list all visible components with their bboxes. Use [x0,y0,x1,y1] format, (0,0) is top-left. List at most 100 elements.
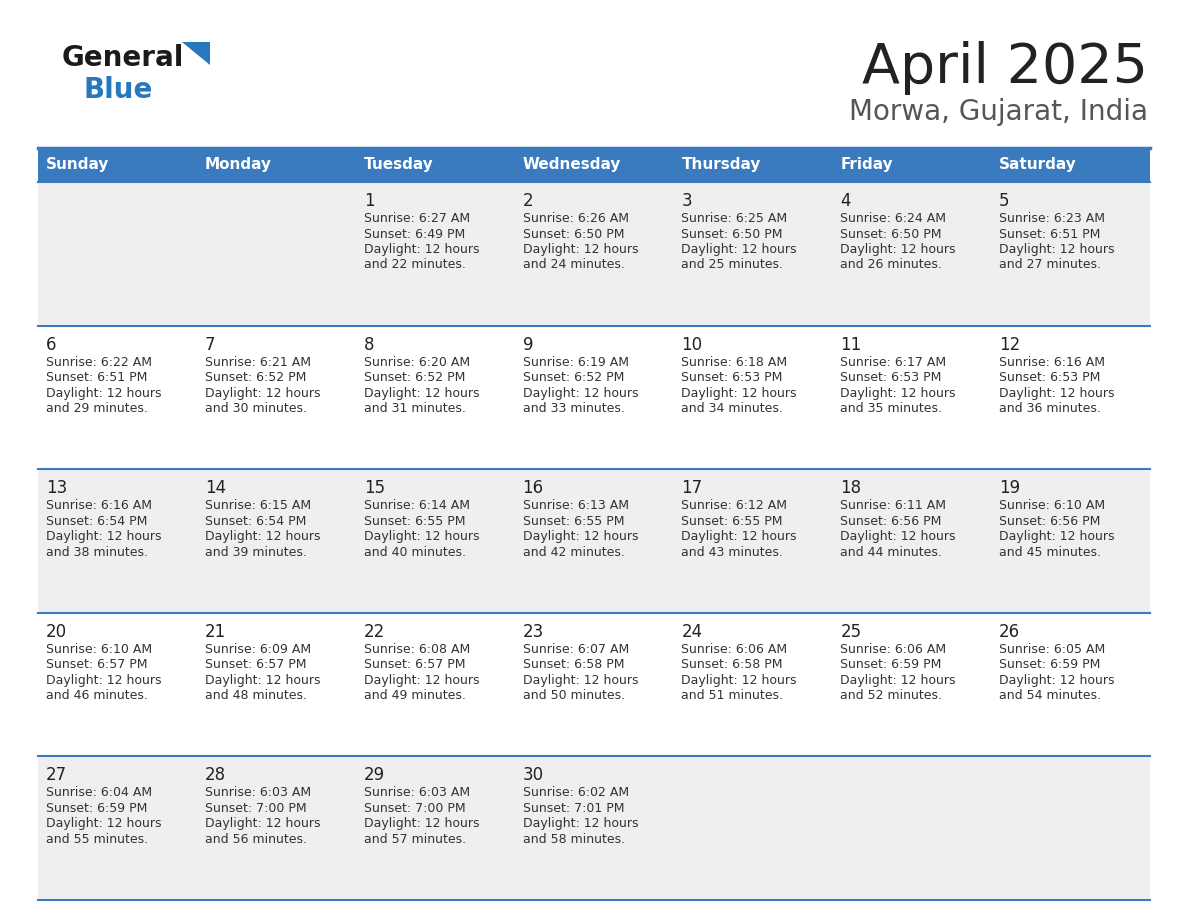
Bar [991,756,1150,900]
Text: and 31 minutes.: and 31 minutes. [364,402,466,415]
Bar [833,182,991,326]
Text: Daylight: 12 hours: Daylight: 12 hours [999,674,1114,687]
Text: Daylight: 12 hours: Daylight: 12 hours [364,531,479,543]
Text: Sunrise: 6:07 AM: Sunrise: 6:07 AM [523,643,628,655]
Text: 13: 13 [46,479,68,498]
Text: 26: 26 [999,622,1020,641]
Text: Sunset: 6:55 PM: Sunset: 6:55 PM [364,515,466,528]
Text: Morwa, Gujarat, India: Morwa, Gujarat, India [849,98,1148,126]
Bar [514,613,674,756]
Text: and 26 minutes.: and 26 minutes. [840,259,942,272]
Text: Sunset: 6:57 PM: Sunset: 6:57 PM [364,658,466,671]
Text: Sunday: Sunday [46,158,109,173]
Text: Sunrise: 6:11 AM: Sunrise: 6:11 AM [840,499,947,512]
Text: Sunset: 6:52 PM: Sunset: 6:52 PM [364,371,465,384]
Bar [38,469,197,613]
Text: 27: 27 [46,767,68,784]
Bar [197,326,355,469]
Text: Daylight: 12 hours: Daylight: 12 hours [999,243,1114,256]
Text: Daylight: 12 hours: Daylight: 12 hours [523,386,638,399]
Text: 20: 20 [46,622,68,641]
Text: 22: 22 [364,622,385,641]
Text: Daylight: 12 hours: Daylight: 12 hours [46,817,162,831]
Text: Sunset: 6:55 PM: Sunset: 6:55 PM [523,515,624,528]
Text: 28: 28 [204,767,226,784]
Text: Sunset: 7:00 PM: Sunset: 7:00 PM [204,802,307,815]
Bar [514,148,674,182]
Bar [38,756,197,900]
Bar [355,148,514,182]
Text: Sunset: 6:59 PM: Sunset: 6:59 PM [999,658,1100,671]
Bar [991,326,1150,469]
Text: Sunrise: 6:25 AM: Sunrise: 6:25 AM [682,212,788,225]
Text: Sunrise: 6:03 AM: Sunrise: 6:03 AM [364,787,469,800]
Text: 21: 21 [204,622,226,641]
Bar [833,756,991,900]
Text: Sunrise: 6:18 AM: Sunrise: 6:18 AM [682,355,788,369]
Text: 3: 3 [682,192,693,210]
Text: and 24 minutes.: and 24 minutes. [523,259,625,272]
Text: and 29 minutes.: and 29 minutes. [46,402,147,415]
Bar [514,326,674,469]
Text: April 2025: April 2025 [862,41,1148,95]
Text: Sunset: 6:53 PM: Sunset: 6:53 PM [999,371,1100,384]
Bar [197,469,355,613]
Text: 10: 10 [682,336,702,353]
Text: Sunrise: 6:03 AM: Sunrise: 6:03 AM [204,787,311,800]
Text: Daylight: 12 hours: Daylight: 12 hours [682,674,797,687]
Bar [674,756,833,900]
Bar [514,469,674,613]
Text: Sunset: 6:51 PM: Sunset: 6:51 PM [46,371,147,384]
Bar [355,326,514,469]
Text: Sunset: 6:57 PM: Sunset: 6:57 PM [204,658,307,671]
Text: 14: 14 [204,479,226,498]
Text: Sunrise: 6:14 AM: Sunrise: 6:14 AM [364,499,469,512]
Text: Daylight: 12 hours: Daylight: 12 hours [523,243,638,256]
Text: Daylight: 12 hours: Daylight: 12 hours [364,386,479,399]
Text: 16: 16 [523,479,544,498]
Text: Sunrise: 6:22 AM: Sunrise: 6:22 AM [46,355,152,369]
Text: Sunrise: 6:12 AM: Sunrise: 6:12 AM [682,499,788,512]
Text: and 52 minutes.: and 52 minutes. [840,689,942,702]
Bar [197,182,355,326]
Text: General: General [62,44,184,72]
Text: and 48 minutes.: and 48 minutes. [204,689,307,702]
Text: Tuesday: Tuesday [364,158,434,173]
Text: Sunrise: 6:10 AM: Sunrise: 6:10 AM [46,643,152,655]
Bar [38,326,197,469]
Text: 17: 17 [682,479,702,498]
Text: Sunrise: 6:20 AM: Sunrise: 6:20 AM [364,355,469,369]
Text: and 49 minutes.: and 49 minutes. [364,689,466,702]
Text: Sunrise: 6:16 AM: Sunrise: 6:16 AM [46,499,152,512]
Text: Sunset: 6:59 PM: Sunset: 6:59 PM [46,802,147,815]
Bar [514,756,674,900]
Text: Daylight: 12 hours: Daylight: 12 hours [364,817,479,831]
Text: Daylight: 12 hours: Daylight: 12 hours [46,386,162,399]
Text: Sunrise: 6:24 AM: Sunrise: 6:24 AM [840,212,947,225]
Text: Sunset: 6:51 PM: Sunset: 6:51 PM [999,228,1100,241]
Text: Daylight: 12 hours: Daylight: 12 hours [840,531,956,543]
Text: Daylight: 12 hours: Daylight: 12 hours [364,674,479,687]
Text: and 45 minutes.: and 45 minutes. [999,545,1101,559]
Text: 19: 19 [999,479,1020,498]
Text: and 34 minutes.: and 34 minutes. [682,402,783,415]
Text: Daylight: 12 hours: Daylight: 12 hours [682,243,797,256]
Text: Sunset: 6:58 PM: Sunset: 6:58 PM [523,658,624,671]
Text: Daylight: 12 hours: Daylight: 12 hours [523,531,638,543]
Text: Sunrise: 6:13 AM: Sunrise: 6:13 AM [523,499,628,512]
Text: Friday: Friday [840,158,893,173]
Text: and 43 minutes.: and 43 minutes. [682,545,783,559]
Text: Daylight: 12 hours: Daylight: 12 hours [840,386,956,399]
Text: Daylight: 12 hours: Daylight: 12 hours [840,674,956,687]
Text: Sunrise: 6:04 AM: Sunrise: 6:04 AM [46,787,152,800]
Text: Daylight: 12 hours: Daylight: 12 hours [364,243,479,256]
Text: and 46 minutes.: and 46 minutes. [46,689,147,702]
Text: Sunset: 6:57 PM: Sunset: 6:57 PM [46,658,147,671]
Text: Blue: Blue [84,76,153,104]
Bar [674,613,833,756]
Text: Sunset: 6:54 PM: Sunset: 6:54 PM [46,515,147,528]
Text: Sunset: 6:53 PM: Sunset: 6:53 PM [682,371,783,384]
Text: Sunrise: 6:15 AM: Sunrise: 6:15 AM [204,499,311,512]
Bar [674,148,833,182]
Text: 23: 23 [523,622,544,641]
